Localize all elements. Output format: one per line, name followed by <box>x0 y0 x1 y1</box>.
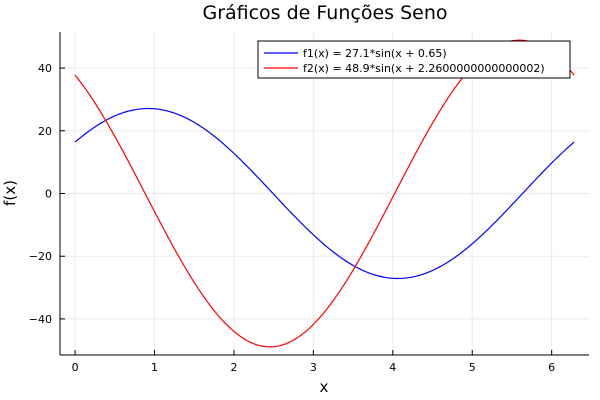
x-tick-label: 6 <box>548 361 555 374</box>
x-axis-label: x <box>320 378 329 396</box>
x-tick-label: 1 <box>151 361 158 374</box>
y-tick-label: 40 <box>38 62 52 75</box>
x-ticks: 0 1 2 3 4 5 6 <box>72 350 555 374</box>
legend: f1(x) = 27.1*sin(x + 0.65) f2(x) = 48.9*… <box>257 40 571 79</box>
y-tick-label: 0 <box>45 188 52 201</box>
x-tick-label: 3 <box>310 361 317 374</box>
legend-label-f1: f1(x) = 27.1*sin(x + 0.65) <box>303 47 447 60</box>
y-tick-label: −20 <box>29 250 52 263</box>
chart-title: Gráficos de Funções Seno <box>202 2 447 24</box>
series-line-f1 <box>74 107 575 280</box>
x-tick-label: 0 <box>72 361 79 374</box>
x-tick-label: 4 <box>389 361 396 374</box>
legend-box <box>257 40 571 79</box>
legend-label-f2: f2(x) = 48.9*sin(x + 2.2600000000000002) <box>303 62 545 75</box>
y-ticks: −40 −20 0 20 40 <box>29 62 65 326</box>
grid <box>60 32 589 355</box>
y-tick-label: −40 <box>29 313 52 326</box>
x-tick-label: 5 <box>469 361 476 374</box>
y-axis-label: f(x) <box>1 180 19 206</box>
x-tick-label: 2 <box>230 361 237 374</box>
y-tick-label: 20 <box>38 125 52 138</box>
